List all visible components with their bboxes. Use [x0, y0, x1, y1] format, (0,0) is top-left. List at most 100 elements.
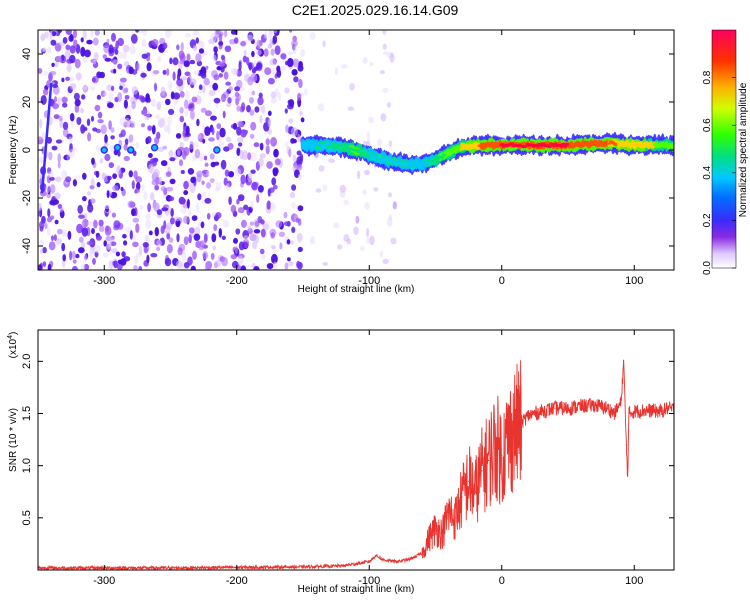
snr-data-point [507, 439, 509, 441]
spectrogram-noise-speck [366, 237, 370, 245]
snr-y-multiplier: (x104) [7, 332, 19, 359]
snr-data-point [514, 428, 516, 430]
spectrogram-noise-speck [108, 260, 114, 270]
spectrogram-noise-speck [356, 170, 361, 180]
spectrogram-noise-speck [68, 136, 73, 145]
spectrogram-noise-speck [291, 40, 298, 47]
spectrogram-noise-speck [250, 233, 255, 239]
spectrogram-noise-speck [198, 240, 205, 251]
snr-x-tick-label: 100 [625, 575, 643, 587]
spectrogram-noise-speck [186, 53, 191, 62]
spectrogram-noise-speck [188, 103, 193, 110]
spectrogram-noise-speck [110, 236, 115, 242]
spectrogram-noise-speck [102, 54, 108, 59]
spectrogram-noise-speck [227, 171, 235, 178]
spectrogram-noise-speck [112, 192, 118, 198]
spectrogram-noise-speck [176, 44, 180, 51]
spectrogram-noise-speck [322, 40, 326, 48]
spectrogram-noise-speck [48, 241, 56, 251]
spectrogram-noise [38, 30, 397, 270]
snr-data-point [428, 538, 430, 540]
spectrogram-noise-speck [104, 153, 111, 162]
spectrogram-noise-speck [87, 203, 94, 213]
spectrogram-noise-speck [80, 124, 86, 134]
spectrogram-noise-speck [138, 265, 143, 270]
snr-y-label: SNR (10 * v/v) [8, 408, 19, 472]
spectrogram-noise-speck [125, 114, 131, 121]
spectrogram-y-tick-label: -20 [21, 190, 33, 206]
spectrogram-noise-speck [215, 103, 219, 108]
spectrogram-noise-speck [364, 202, 370, 210]
snr-y-multiplier-close: ) [8, 332, 19, 335]
spectrogram-noise-speck [38, 68, 43, 74]
spectrogram-noise-speck [110, 135, 115, 140]
spectrogram-noise-speck [237, 142, 243, 147]
spectrogram-noise-speck [108, 120, 112, 130]
spectrogram-noise-speck [237, 120, 244, 127]
spectrogram-noise-speck [151, 124, 156, 135]
spectrogram-noise-speck [259, 248, 265, 255]
snr-data-point [501, 454, 503, 456]
snr-data-point [487, 459, 490, 461]
spectrogram-noise-speck [69, 33, 74, 42]
spectrogram-noise-speck [160, 86, 166, 97]
spectrogram-noise-speck [193, 233, 201, 241]
spectrogram-noise-speck [54, 61, 59, 68]
spectrogram-noise-speck [154, 82, 157, 92]
spectrogram-noise-speck [69, 142, 73, 153]
spectrogram-noise-speck [137, 95, 145, 100]
spectrogram-ridge-cell [509, 142, 514, 146]
spectrogram-edge-streak [40, 82, 53, 194]
spectrogram-noise-speck [228, 86, 233, 92]
spectrogram-noise-speck [169, 196, 175, 201]
spectrogram-noise-speck [270, 232, 276, 239]
spectrogram-noise-speck [188, 227, 195, 234]
spectrogram-noise-speck [116, 263, 123, 270]
spectrogram-noise-speck [147, 202, 152, 213]
spectrogram-noise-speck [96, 94, 101, 100]
spectrogram-noise-speck [158, 146, 164, 153]
spectrogram-noise-speck [183, 60, 190, 68]
spectrogram-noise-speck [181, 198, 187, 203]
spectrogram-noise-speck [80, 263, 86, 270]
spectrogram-noise-speck [122, 233, 127, 239]
spectrogram-noise-speck [225, 81, 232, 86]
spectrogram-noise-speck [286, 239, 291, 245]
spectrogram-noise-speck [288, 148, 292, 158]
spectrogram-noise-speck [53, 199, 59, 205]
snr-data-point [375, 554, 377, 557]
spectrogram-noise-speck [169, 57, 173, 65]
spectrogram-noise-speck [204, 264, 211, 270]
spectrogram-noise-speck [216, 130, 220, 141]
snr-data-point [646, 409, 649, 411]
spectrogram-noise-speck [59, 207, 64, 213]
spectrogram-noise-speck [208, 38, 216, 45]
snr-series-line [38, 359, 674, 570]
spectrogram-noise-speck [73, 92, 80, 101]
spectrogram-noise-speck [39, 173, 43, 180]
spectrogram-noise-speck [118, 133, 123, 138]
spectrogram-ridge-dot [213, 146, 221, 154]
spectrogram-noise-speck [163, 220, 167, 230]
spectrogram-noise-speck [46, 136, 52, 144]
spectrogram-noise-speck [133, 170, 138, 179]
spectrogram-noise-speck [201, 72, 207, 79]
spectrogram-noise-speck [271, 177, 277, 186]
spectrogram-noise-speck [355, 215, 360, 224]
spectrogram-noise-speck [51, 145, 58, 151]
spectrogram-noise-speck [47, 263, 52, 270]
spectrogram-noise-speck [111, 212, 116, 218]
spectrogram-noise-speck [250, 121, 257, 131]
spectrogram-noise-speck [247, 172, 253, 183]
spectrogram-ridge-cell [332, 143, 337, 147]
spectrogram-noise-speck [175, 85, 183, 91]
spectrogram-noise-speck [389, 53, 395, 63]
spectrogram-noise-speck [128, 134, 134, 143]
spectrogram-noise-speck [38, 210, 41, 217]
spectrogram-noise-speck [270, 137, 277, 147]
spectrogram-noise-speck [83, 263, 90, 270]
spectrogram-noise-speck [69, 112, 75, 122]
spectrogram-noise-speck [144, 234, 149, 243]
spectrogram-noise-speck [218, 61, 225, 67]
spectrogram-noise-speck [226, 102, 232, 108]
